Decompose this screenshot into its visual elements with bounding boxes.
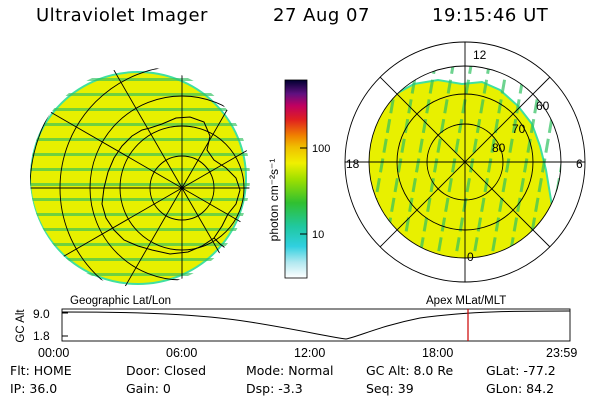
observation-time: 19:15:46 UT — [432, 5, 549, 26]
time-tick-0000: 00:00 — [38, 346, 69, 360]
status-door: Door: Closed — [126, 363, 207, 378]
instrument-title: Ultraviolet Imager — [36, 5, 208, 26]
left-scan-stripes — [30, 78, 250, 276]
time-tick-1800: 18:00 — [422, 346, 453, 360]
time-tick-2359: 23:59 — [546, 346, 577, 360]
right-panel-label: Apex MLat/MLT — [426, 295, 506, 307]
polar-grid — [344, 41, 586, 283]
colorbar-tick-100: 100 — [312, 143, 330, 155]
mlat-label-70: 70 — [512, 122, 526, 136]
status-glon: GLon: 84.2 — [486, 381, 555, 396]
antarctica-outline — [101, 116, 241, 255]
left-panel-label: Geographic Lat/Lon — [70, 295, 171, 307]
alt-axis-label: GC Alt — [15, 309, 27, 343]
alt-tick-low: 1.8 — [33, 329, 50, 343]
altitude-curve — [61, 310, 571, 340]
intensity-colorbar: 100 10 photon cm⁻²s⁻¹ — [267, 79, 330, 279]
magnetic-polar-image: 12 18 6 0 60 70 80 — [344, 41, 586, 283]
geographic-image — [30, 67, 250, 287]
left-aurora-fill — [30, 71, 247, 285]
mlt-label-12: 12 — [473, 48, 487, 62]
observation-date: 27 Aug 07 — [273, 5, 370, 26]
status-glat: GLat: -77.2 — [486, 363, 556, 378]
status-dsp: Dsp: -3.3 — [246, 381, 303, 396]
time-tick-0600: 06:00 — [166, 346, 197, 360]
status-seq: Seq: 39 — [366, 381, 414, 396]
mlat-label-80: 80 — [492, 141, 506, 155]
status-gc-alt: GC Alt: 8.0 Re — [366, 363, 454, 378]
status-flight: Flt: HOME — [10, 363, 72, 378]
status-gain: Gain: 0 — [126, 381, 171, 396]
mlt-label-18: 18 — [346, 157, 360, 171]
time-tick-1200: 12:00 — [294, 346, 325, 360]
colorbar-tick-10: 10 — [312, 229, 324, 241]
colorbar-unit-label: photon cm⁻²s⁻¹ — [267, 159, 281, 242]
status-mode: Mode: Normal — [246, 363, 334, 378]
mlt-label-0: 0 — [467, 250, 474, 264]
mlt-label-6: 6 — [576, 157, 583, 171]
status-ip: IP: 36.0 — [10, 381, 58, 396]
altitude-strip: 9.0 1.8 GC Alt 00:00 06:00 12:00 18:00 2… — [15, 307, 577, 360]
alt-tick-high: 9.0 — [33, 307, 50, 321]
mlat-label-60: 60 — [536, 99, 550, 113]
